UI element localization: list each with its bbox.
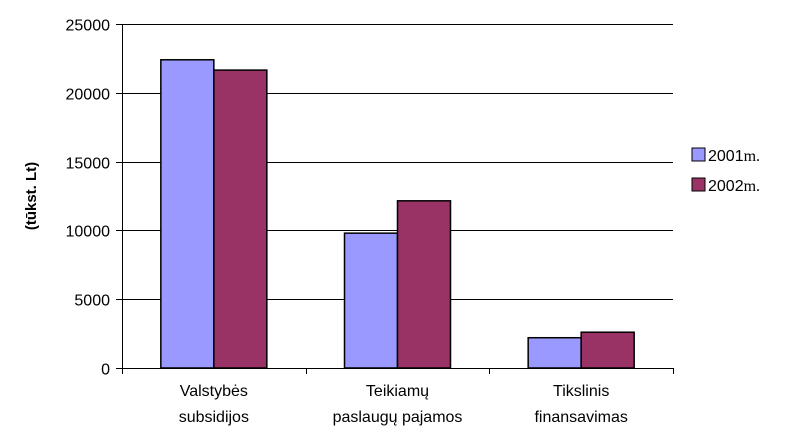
x-category-label: Valstybės (180, 383, 248, 400)
x-category-labels: Valstybės subsidijos Teikiamų paslaugų paja… (179, 383, 628, 426)
legend-label: 2001m. (708, 148, 760, 165)
x-category-label: paslaugų pajamos (333, 409, 463, 426)
legend-unit: m. (744, 148, 760, 165)
bar-2002-2 (580, 331, 635, 369)
x-category-label: Teikiamų (366, 383, 429, 400)
legend: 2001m. 2002m. (691, 147, 760, 195)
y-tick-label: 25000 (66, 18, 111, 35)
y-tick-label: 5000 (74, 293, 110, 310)
x-category-label: subsidijos (179, 409, 249, 426)
x-category-label: Tikslinis (553, 383, 609, 400)
legend-swatch (691, 177, 706, 192)
x-category-label: finansavimas (534, 409, 627, 426)
bar-2002-0 (213, 69, 268, 369)
y-tick-label: 10000 (66, 224, 111, 241)
y-tick-label: 15000 (66, 156, 111, 173)
y-tick-label: 0 (101, 362, 110, 379)
legend-label: 2002m. (708, 178, 760, 195)
legend-swatch (691, 147, 706, 162)
axes (116, 24, 674, 374)
y-axis-label: (tūkst. Lt) (23, 162, 40, 230)
bar-2001-1 (343, 232, 399, 369)
y-tick-labels: 0 5000 10000 15000 20000 25000 (66, 18, 111, 379)
bar-2001-0 (160, 59, 215, 369)
legend-unit: m. (744, 178, 760, 195)
bar-2001-2 (527, 336, 582, 369)
bars (160, 59, 635, 369)
bar-2002-1 (396, 200, 452, 369)
y-tick-label: 20000 (66, 87, 111, 104)
